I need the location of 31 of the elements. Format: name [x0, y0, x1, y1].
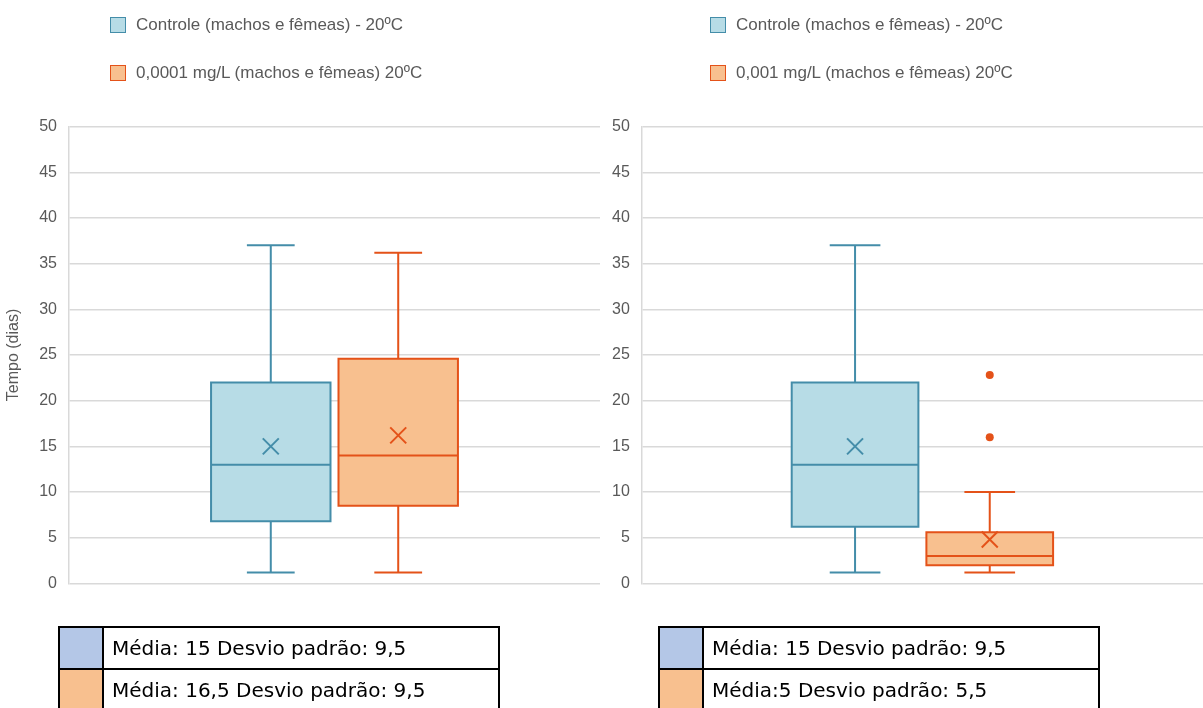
- y-tick-label: 40: [39, 208, 58, 226]
- y-tick-label: 20: [39, 391, 58, 409]
- y-tick-label: 20: [612, 391, 630, 409]
- y-tick-label: 0: [48, 573, 58, 591]
- y-tick-label: 40: [612, 208, 630, 226]
- legend-label: Controle (machos e fêmeas) - 20ºC: [736, 15, 1003, 35]
- y-tick-label: 30: [39, 299, 58, 317]
- y-tick-label: 0: [620, 573, 630, 591]
- y-tick-label: 15: [612, 436, 630, 454]
- text: Média: 16,5 Desvio padrão: 9,5: [112, 678, 426, 702]
- y-tick-label: 25: [39, 345, 58, 363]
- text: Média: 15 Desvio padrão: 9,5: [712, 636, 1007, 660]
- y-tick-label: 10: [39, 482, 58, 500]
- y-tick-label: 5: [48, 528, 58, 546]
- y-tick-label: 35: [612, 254, 630, 272]
- legend-label: 0,001 mg/L (machos e fêmeas) 20ºC: [736, 63, 1013, 83]
- y-tick-label: 15: [39, 436, 58, 454]
- y-tick-label: 5: [620, 528, 630, 546]
- y-axis-title: Tempo (dias): [4, 308, 22, 402]
- y-tick-label: 25: [612, 345, 630, 363]
- y-tick-label: 45: [612, 162, 630, 180]
- y-tick-label: 35: [39, 254, 58, 272]
- text: Média:5 Desvio padrão: 5,5: [712, 678, 988, 702]
- y-tick-label: 30: [612, 299, 630, 317]
- y-tick-label: 10: [612, 482, 630, 500]
- y-tick-label: 45: [39, 162, 58, 180]
- y-tick-label: 50: [39, 117, 58, 135]
- legend-label: 0,0001 mg/L (machos e fêmeas) 20ºC: [136, 63, 423, 83]
- y-tick-label: 50: [612, 117, 630, 135]
- legend-label: Controle (machos e fêmeas) - 20ºC: [136, 15, 403, 35]
- text: Média: 15 Desvio padrão: 9,5: [112, 636, 407, 660]
